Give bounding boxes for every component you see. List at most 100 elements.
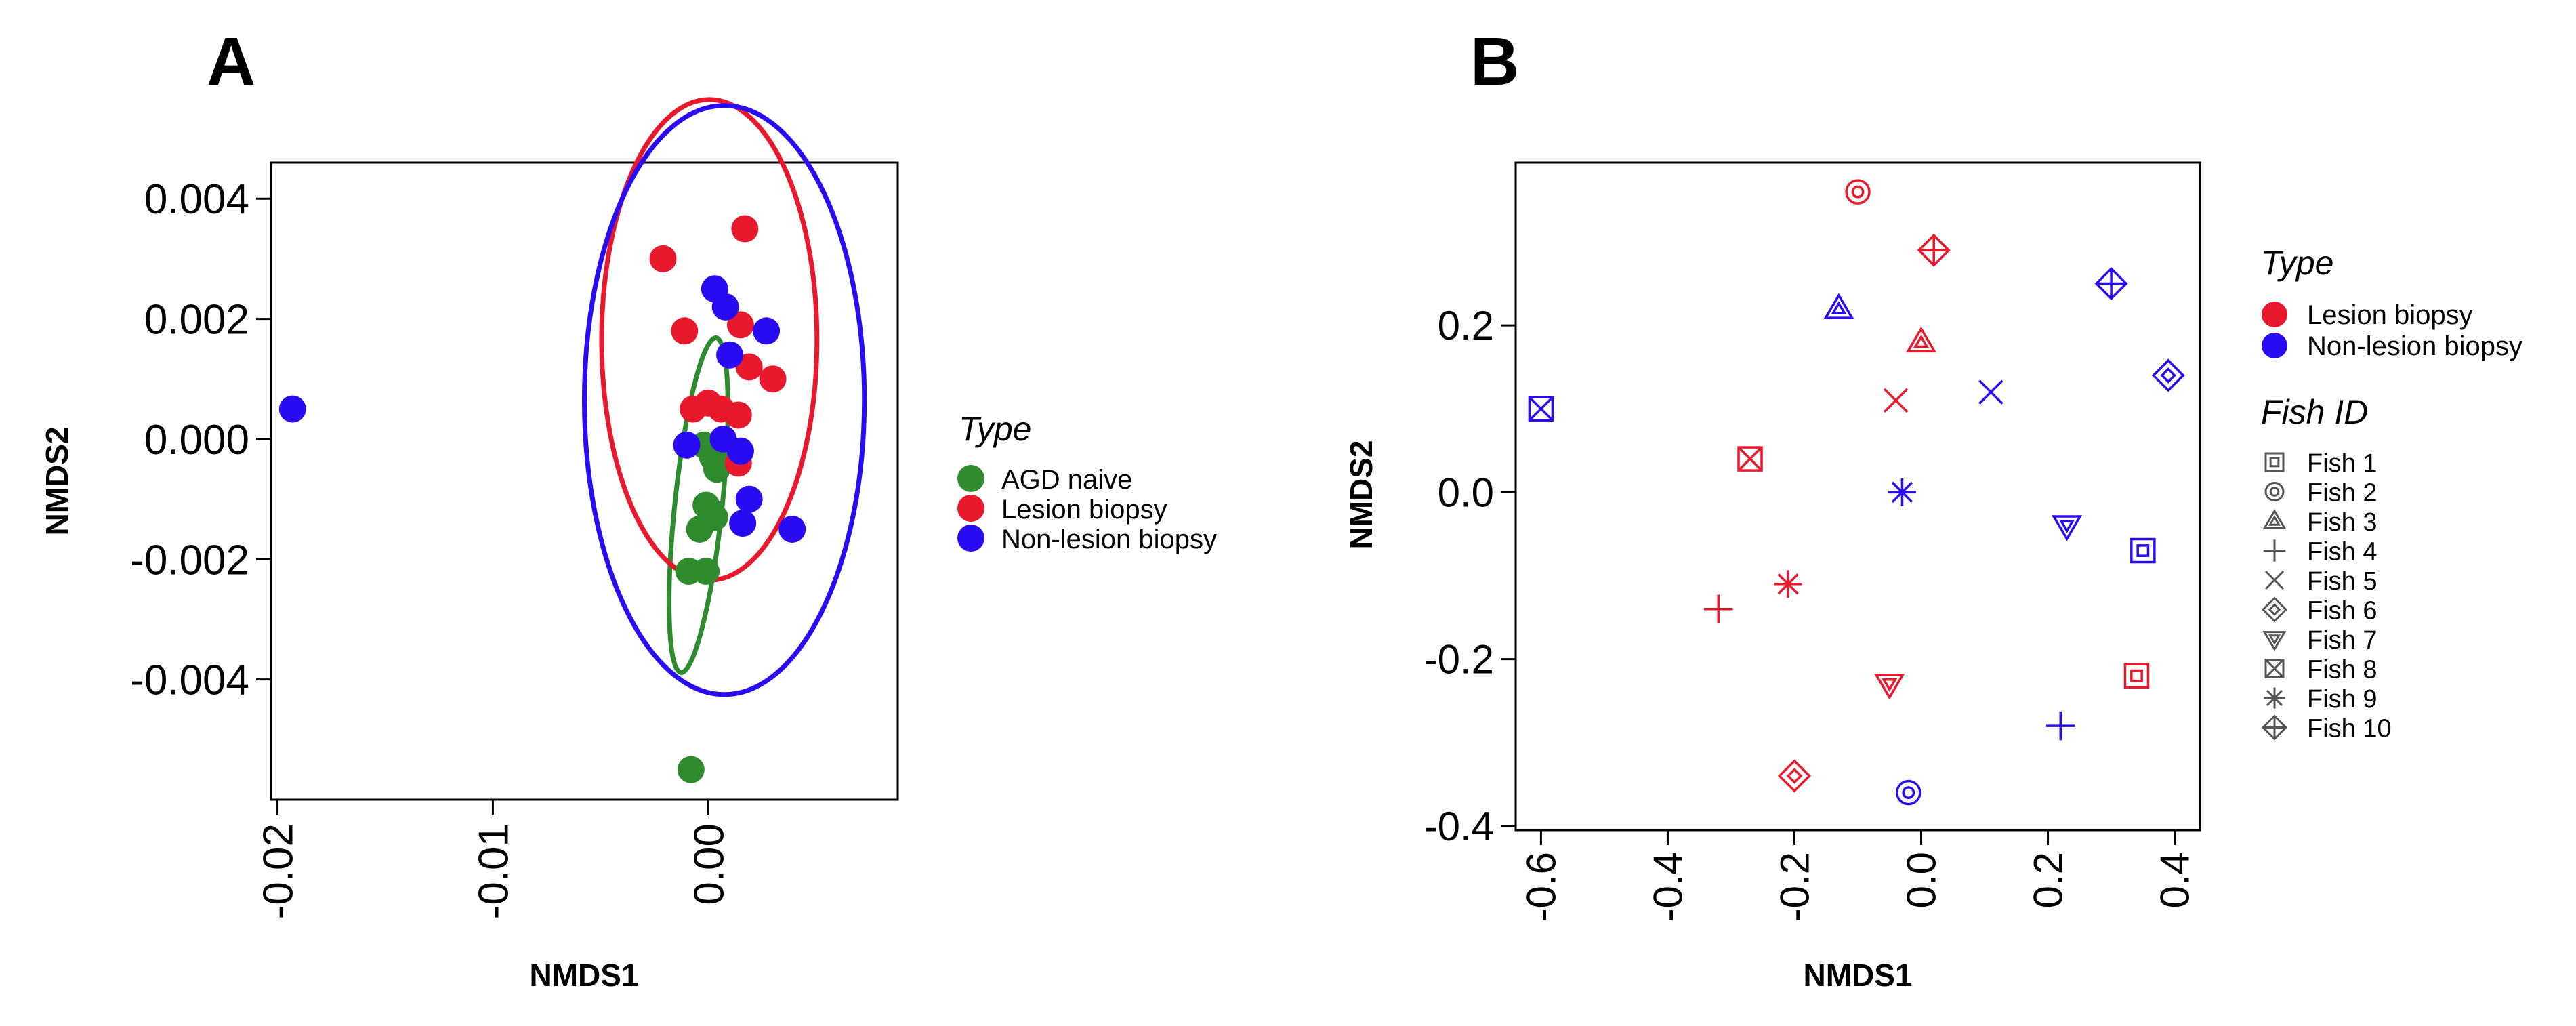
- x-tick-label: 0.0: [1899, 852, 1945, 908]
- panel-b-label: B: [1470, 24, 1519, 100]
- panel-b-type-legend: Type Lesion biopsy Non-lesion biopsy: [2261, 244, 2522, 361]
- point-lesion-biopsy: [671, 317, 699, 345]
- panel-a-y-axis: -0.004 -0.002 0.000 0.002 0.004: [130, 176, 271, 704]
- panel-a-chart: -0.02 -0.01 0.00 -0.004 -0.002 0.000 0.002 0.0…: [39, 97, 1217, 993]
- y-tick-label: -0.002: [130, 537, 249, 583]
- legend-fish-8-label: Fish 8: [2307, 656, 2377, 684]
- panel-b-points: [1528, 179, 2185, 806]
- legend-fish-1-icon: [2264, 452, 2285, 472]
- y-tick-label: 0.000: [144, 417, 249, 464]
- point-fish-2-non-lesion: [1896, 779, 1921, 806]
- y-tick-label: 0.002: [144, 297, 249, 344]
- legend-fish-7-icon: [2262, 631, 2287, 651]
- point-fish-10-non-lesion: [2094, 266, 2128, 301]
- point-fish-4-non-lesion: [2046, 711, 2075, 741]
- point-fish-9-non-lesion: [1888, 478, 1916, 506]
- panel-b-fish-legend-title: Fish ID: [2261, 393, 2368, 431]
- point-fish-3-non-lesion: [1823, 293, 1854, 319]
- panel-a-legend-label-agd-naive: AGD naive: [1001, 465, 1132, 495]
- point-non-lesion-biopsy: [726, 437, 754, 465]
- panel-a-label: A: [207, 24, 255, 100]
- y-tick-label: -0.4: [1424, 804, 1494, 849]
- panel-b-legend-swatch-non-lesion: [2262, 333, 2287, 358]
- x-tick-label: -0.02: [255, 823, 302, 919]
- panel-a-x-axis: -0.02 -0.01 0.00: [255, 800, 732, 919]
- panel-b-legend-label-lesion: Lesion biopsy: [2307, 300, 2473, 330]
- legend-fish-7-label: Fish 7: [2307, 626, 2377, 655]
- point-fish-10-lesion: [1917, 233, 1951, 267]
- legend-fish-10-icon: [2261, 714, 2288, 741]
- point-agd-naive: [677, 756, 705, 783]
- panel-b-y-axis: -0.4 -0.2 0.0 0.2: [1424, 303, 1516, 849]
- point-fish-5-non-lesion: [1978, 379, 2003, 405]
- x-tick-label: -0.01: [470, 823, 517, 919]
- legend-fish-5-icon: [2264, 570, 2285, 590]
- point-fish-7-lesion: [1874, 674, 1905, 700]
- y-tick-label: 0.2: [1438, 303, 1494, 348]
- legend-fish-3-icon: [2262, 509, 2287, 529]
- x-tick-label: 0.2: [2026, 852, 2071, 908]
- legend-fish-9-label: Fish 9: [2307, 685, 2377, 714]
- panel-a-legend-swatch-lesion: [957, 495, 984, 522]
- legend-fish-10-label: Fish 10: [2307, 715, 2392, 743]
- point-non-lesion-biopsy: [729, 510, 757, 537]
- x-tick-label: -0.6: [1518, 852, 1564, 922]
- legend-fish-3-label: Fish 3: [2307, 508, 2377, 537]
- point-lesion-biopsy: [649, 245, 677, 272]
- point-non-lesion-biopsy: [753, 317, 781, 345]
- point-fish-9-lesion: [1774, 570, 1802, 598]
- point-lesion-biopsy: [726, 311, 754, 339]
- point-lesion-biopsy: [735, 353, 763, 381]
- legend-fish-8-icon: [2264, 659, 2285, 678]
- x-tick-label: 0.4: [2153, 852, 2198, 908]
- legend-fish-6-label: Fish 6: [2307, 597, 2377, 625]
- point-lesion-biopsy: [724, 401, 752, 429]
- point-non-lesion-biopsy: [711, 293, 739, 321]
- point-fish-4-lesion: [1704, 594, 1733, 623]
- panel-a-legend-swatch-non-lesion: [957, 525, 984, 552]
- panel-a-legend-title: Type: [959, 410, 1031, 448]
- panel-b-plot-frame: [1514, 161, 2201, 832]
- y-tick-label: 0.0: [1438, 470, 1494, 515]
- y-tick-label: -0.2: [1424, 637, 1494, 682]
- y-tick-label: 0.004: [144, 176, 249, 223]
- point-non-lesion-biopsy: [278, 395, 306, 423]
- point-non-lesion-biopsy: [778, 515, 806, 543]
- legend-fish-4-icon: [2263, 539, 2286, 562]
- panel-b-legend-swatch-lesion: [2262, 302, 2287, 327]
- point-non-lesion-biopsy: [673, 431, 701, 459]
- panel-b-chart: -0.6 -0.4 -0.2 0.0 0.2 0.4 -0.4 -0.2 0.0 0.2 NMD…: [1344, 161, 2522, 993]
- panel-a-points: [278, 215, 806, 783]
- point-fish-6-non-lesion: [2151, 358, 2185, 392]
- panel-a-legend-label-non-lesion: Non-lesion biopsy: [1001, 525, 1217, 554]
- point-non-lesion-biopsy: [735, 485, 763, 513]
- legend-fish-9-icon: [2264, 687, 2285, 709]
- panel-a-legend-swatch-agd-naive: [957, 465, 984, 492]
- legend-fish-1-label: Fish 1: [2307, 449, 2377, 478]
- panel-a-x-axis-label: NMDS1: [529, 958, 638, 993]
- panel-b-type-legend-title: Type: [2261, 244, 2333, 282]
- legend-fish-4-label: Fish 4: [2307, 538, 2377, 567]
- point-agd-naive: [686, 515, 713, 543]
- legend-fish-6-icon: [2261, 596, 2288, 623]
- point-non-lesion-biopsy: [716, 341, 744, 369]
- x-tick-label: 0.00: [686, 823, 732, 905]
- panel-a-legend: Type AGD naive Lesion biopsy Non-lesion …: [957, 410, 1217, 554]
- point-fish-8-lesion: [1737, 446, 1763, 472]
- panel-b-legend-label-non-lesion: Non-lesion biopsy: [2307, 331, 2522, 361]
- ellipse-non-lesion-biopsy: [582, 103, 867, 697]
- panel-b-x-axis: -0.6 -0.4 -0.2 0.0 0.2 0.4: [1518, 830, 2198, 922]
- panel-a-legend-label-lesion: Lesion biopsy: [1001, 495, 1167, 525]
- point-fish-1-non-lesion: [2130, 537, 2156, 564]
- x-tick-label: -0.2: [1772, 852, 1817, 922]
- point-fish-2-lesion: [1845, 179, 1871, 205]
- point-lesion-biopsy: [759, 365, 787, 393]
- panel-b-y-axis-label: NMDS2: [1344, 440, 1379, 549]
- x-tick-label: -0.4: [1645, 852, 1690, 922]
- point-fish-6-lesion: [1777, 759, 1812, 793]
- legend-fish-5-label: Fish 5: [2307, 567, 2377, 596]
- point-fish-1-lesion: [2123, 663, 2150, 689]
- point-lesion-biopsy: [731, 215, 759, 243]
- point-agd-naive: [692, 558, 720, 586]
